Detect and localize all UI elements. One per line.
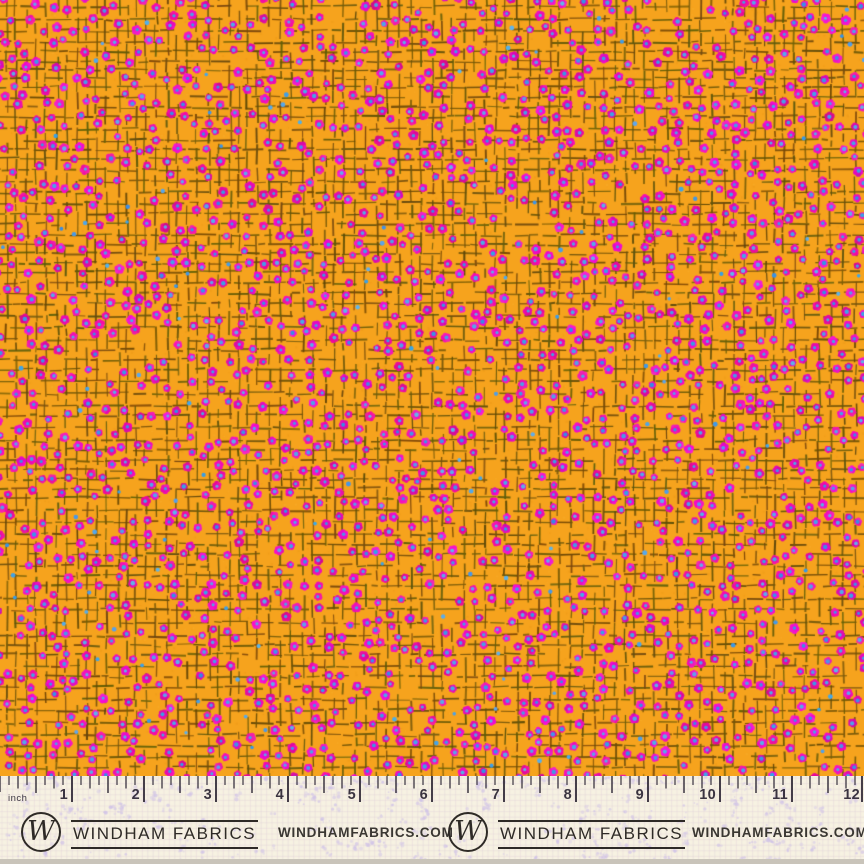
windham-logo-badge: W bbox=[21, 812, 61, 852]
windham-monogram: W bbox=[454, 815, 482, 847]
ruler-number-2: 2 bbox=[131, 787, 140, 803]
website-url: WINDHAMFABRICS.COM bbox=[278, 825, 454, 840]
ruler-number-9: 9 bbox=[635, 787, 644, 803]
windham-logo-badge: W bbox=[448, 812, 488, 852]
ruler-footer-panel: 1 2 3 4 5 6 7 8 9 10 11 12 inch W WINDHAM FABRICS W… bbox=[0, 776, 864, 864]
fabric-swatch-canvas bbox=[0, 0, 864, 776]
ruler-ticks bbox=[0, 776, 863, 802]
ruler-unit-label: inch bbox=[8, 793, 28, 804]
website-url: WINDHAMFABRICS.COM bbox=[692, 825, 864, 840]
brand-wordmark: WINDHAM FABRICS bbox=[71, 820, 259, 849]
ruler-number-6: 6 bbox=[419, 787, 428, 803]
ruler-number-11: 11 bbox=[772, 787, 788, 803]
bottom-edge-strip bbox=[0, 859, 864, 864]
ruler-number-8: 8 bbox=[563, 787, 572, 803]
ruler-number-4: 4 bbox=[275, 787, 284, 803]
ruler-number-7: 7 bbox=[491, 787, 500, 803]
ruler-number-10: 10 bbox=[699, 787, 716, 803]
ruler-number-3: 3 bbox=[203, 787, 212, 803]
ruler-number-12: 12 bbox=[843, 787, 860, 803]
windham-monogram: W bbox=[27, 815, 55, 847]
ruler-number-5: 5 bbox=[347, 787, 356, 803]
brand-wordmark: WINDHAM FABRICS bbox=[498, 820, 686, 849]
ruler-number-1: 1 bbox=[59, 787, 68, 803]
